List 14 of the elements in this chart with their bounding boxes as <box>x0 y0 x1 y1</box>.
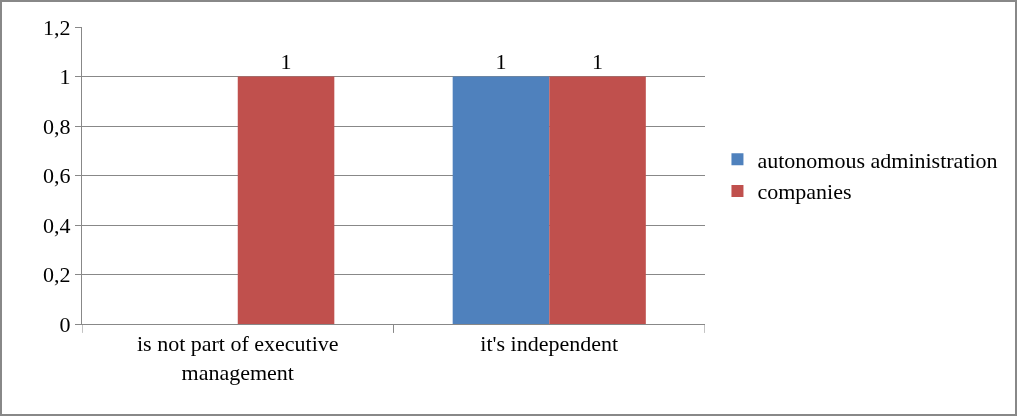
y-tick-label: 0,2 <box>43 262 71 288</box>
data-label: 1 <box>592 48 604 74</box>
y-tick-label: 0,4 <box>43 212 71 238</box>
legend-label: companies <box>757 179 852 205</box>
legend-label: autonomous administration <box>757 147 998 173</box>
y-tick-label: 1,2 <box>43 14 71 40</box>
x-tick-label: is not part of executive management <box>136 331 339 385</box>
y-tick-label: 1 <box>59 64 71 90</box>
y-tick-label: 0 <box>59 311 71 337</box>
y-tick-label: 0,6 <box>43 163 71 189</box>
data-label: 1 <box>495 48 507 74</box>
x-tick-label: it's independent <box>480 331 619 357</box>
data-label: 1 <box>280 48 292 74</box>
y-tick-label: 0,8 <box>43 113 71 139</box>
